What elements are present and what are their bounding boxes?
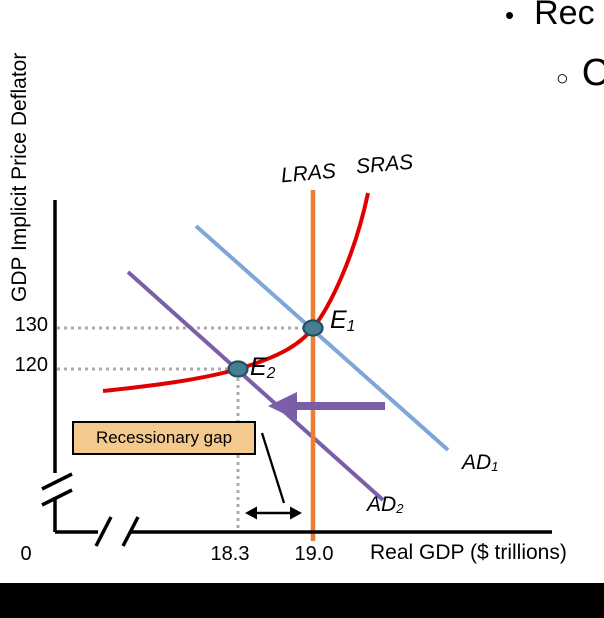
sras-label: SRAS — [355, 150, 415, 179]
e2-label: E2 — [250, 353, 276, 382]
e1-label: E1 — [330, 306, 356, 335]
x-tick-18-3: 18.3 — [210, 543, 250, 565]
y-tick-130: 130 — [14, 314, 48, 336]
e1-point — [302, 319, 324, 337]
circle-bullet-icon: ○ — [556, 67, 569, 90]
ad-shift-left-arrow — [268, 392, 385, 420]
shift-arrow-head-icon — [268, 392, 297, 420]
bullet-item-1: • Rec — [505, 0, 595, 33]
footer-bar: Econ B252: Fundamentals of Economics for… — [0, 583, 604, 618]
ad1-label: AD1 — [462, 451, 499, 475]
ad2-label: AD2 — [367, 493, 404, 517]
x-axis-title: Real GDP ($ trillions) — [370, 541, 567, 564]
bullet-dot-icon: • — [505, 0, 515, 30]
arrow-right-head-icon — [290, 506, 302, 520]
lras-label: LRAS — [280, 159, 337, 188]
recessionary-gap-callout: Recessionary gap — [72, 421, 256, 455]
recessionary-gap-label: Recessionary gap — [95, 428, 233, 447]
x-tick-19-0: 19.0 — [294, 543, 334, 565]
gap-double-arrow — [245, 506, 302, 520]
callout-pointer-line — [260, 432, 286, 504]
origin-tick-0: 0 — [20, 543, 32, 565]
ad2-curve — [126, 270, 385, 502]
bullet-text: Rec — [534, 0, 595, 32]
sub-bullet-text: C — [581, 52, 604, 94]
dotted-guides — [57, 326, 303, 530]
sras-curve — [102, 192, 370, 393]
ad1-curve — [194, 224, 450, 452]
y-tick-120: 120 — [14, 354, 48, 376]
x-axis-break-slash-2 — [121, 516, 140, 547]
y-axis-title: GDP Implicit Price Deflator — [8, 52, 31, 302]
arrow-left-head-icon — [245, 506, 257, 520]
x-axis-break-slash-1 — [94, 516, 113, 547]
e2-point — [227, 360, 249, 378]
bullet-item-2: ○ C — [556, 52, 604, 95]
y-axis-break-slash-1 — [41, 472, 73, 491]
y-axis-break-slash-2 — [41, 488, 73, 507]
axes — [41, 200, 552, 547]
